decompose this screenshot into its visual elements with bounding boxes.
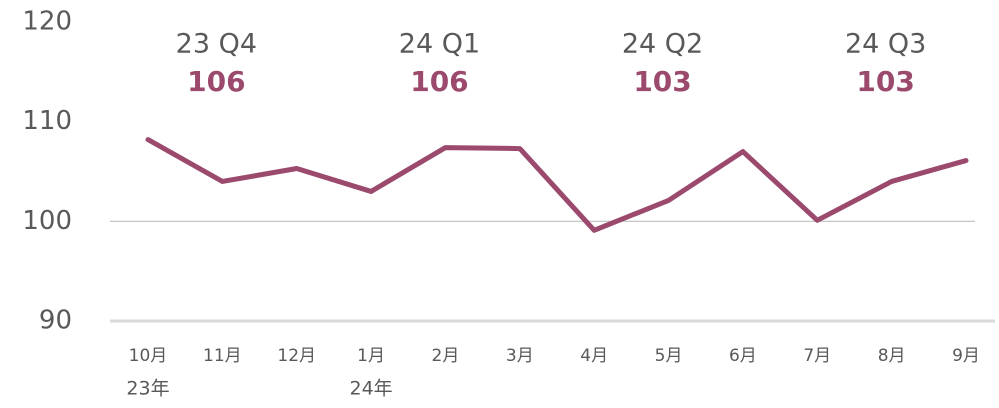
quarter-value: 103 <box>856 65 914 98</box>
y-tick-label: 100 <box>22 206 72 236</box>
quarter-label: 24 Q3 <box>845 29 926 60</box>
year-label: 24年 <box>349 378 392 400</box>
x-tick-label: 11月 <box>203 346 242 366</box>
x-tick-label: 5月 <box>655 346 683 366</box>
quarter-label: 24 Q1 <box>399 29 480 60</box>
x-tick-label: 3月 <box>506 346 534 366</box>
x-tick-label: 7月 <box>803 346 831 366</box>
x-tick-label: 4月 <box>580 346 608 366</box>
y-tick-label: 110 <box>22 106 72 136</box>
x-tick-label: 2月 <box>432 346 460 366</box>
quarter-value: 106 <box>410 65 468 98</box>
x-tick-label: 10月 <box>129 346 168 366</box>
quarter-label: 23 Q4 <box>176 29 257 60</box>
quarter-value: 103 <box>633 65 691 98</box>
x-tick-label: 12月 <box>277 346 316 366</box>
x-tick-label: 8月 <box>878 346 906 366</box>
quarter-value: 106 <box>187 65 245 98</box>
x-tick-label: 1月 <box>357 346 385 366</box>
y-tick-label: 90 <box>39 306 72 336</box>
year-label: 23年 <box>126 378 169 400</box>
y-tick-label: 120 <box>22 7 72 37</box>
x-tick-label: 9月 <box>952 346 980 366</box>
quarter-label: 24 Q2 <box>622 29 703 60</box>
line-series <box>145 137 969 233</box>
x-tick-label: 6月 <box>729 346 757 366</box>
